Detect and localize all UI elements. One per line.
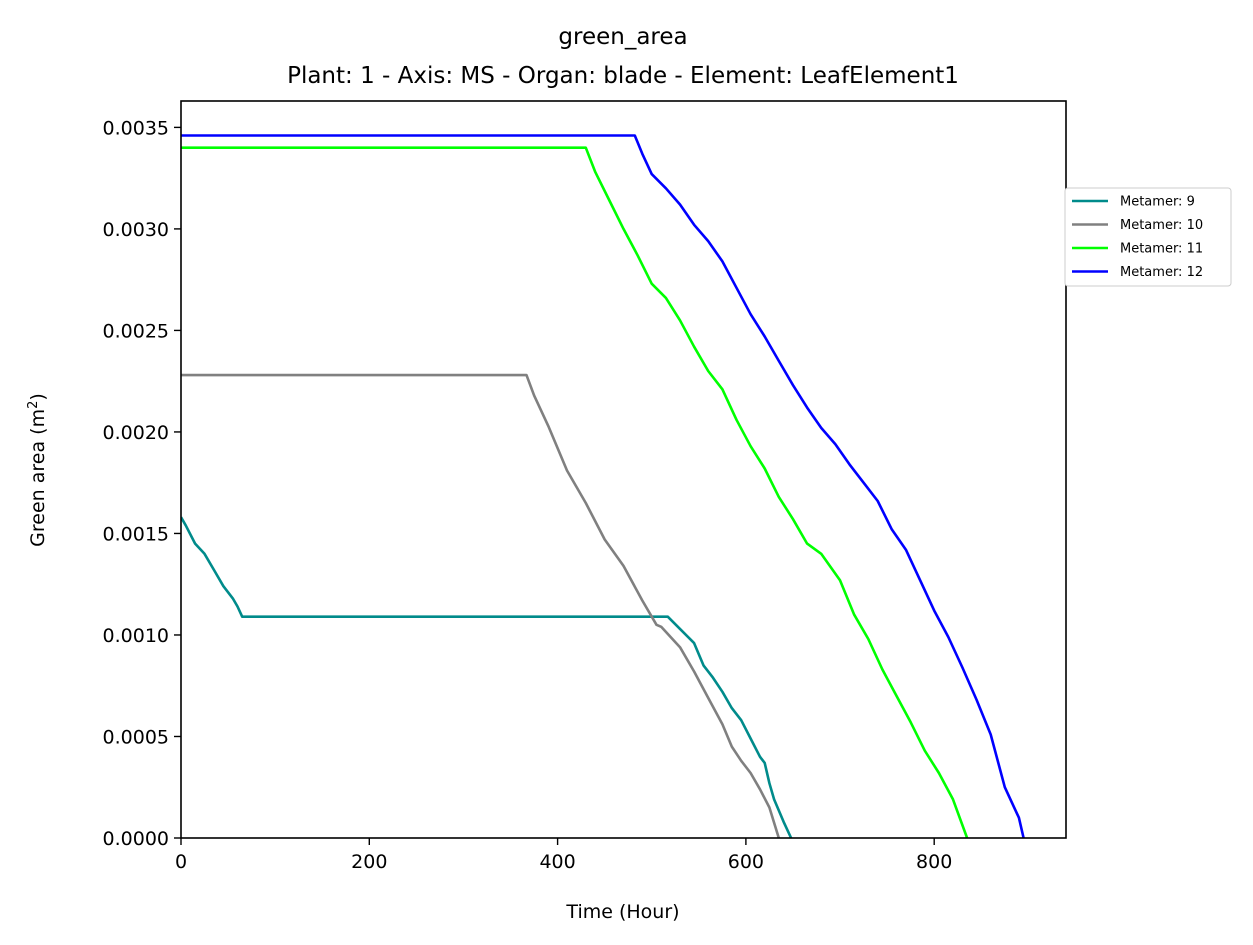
y-axis-label: Green area (m2) [26,393,49,547]
y-tick-label: 0.0020 [103,422,169,444]
legend-label: Metamer: 10 [1120,218,1203,233]
legend-label: Metamer: 12 [1120,265,1203,280]
y-axis: 0.0000 0.0005 0.0010 0.0015 0.0020 0.0025 0.00… [103,117,181,850]
legend-frame [1064,187,1232,287]
x-axis-label: Time (Hour) [565,901,679,923]
x-tick-label: 0 [175,851,187,873]
y-axis-label-superscript: 2 [26,401,41,409]
y-axis-label-text: Green area (m [27,409,49,547]
x-tick-label: 200 [351,851,387,873]
x-axis: 0 200 400 600 800 [175,838,952,873]
series-line-2 [181,373,781,838]
chart-title: green_area [558,24,687,50]
series-line-1 [181,516,793,838]
y-tick-label: 0.0025 [103,320,169,342]
series-line-3 [181,146,969,838]
y-axis-label-end: ) [27,393,49,400]
y-tick-label: 0.0035 [103,117,169,139]
series-layer [181,134,1025,838]
legend: Metamer: 9 Metamer: 10 Metamer: 11 Metamer:… [1064,187,1232,287]
y-tick-label: 0.0030 [103,219,169,241]
series-line-4 [181,134,1025,838]
legend-label: Metamer: 11 [1120,242,1203,257]
y-tick-label: 0.0015 [103,523,169,545]
legend-label: Metamer: 9 [1120,195,1195,210]
chart-subtitle: Plant: 1 - Axis: MS - Organ: blade - Ele… [287,63,959,89]
y-tick-label: 0.0010 [103,625,169,647]
plot-frame [180,100,1067,839]
x-tick-label: 400 [539,851,575,873]
x-tick-label: 600 [728,851,764,873]
x-tick-label: 800 [916,851,952,873]
y-tick-label: 0.0005 [103,726,169,748]
y-tick-label: 0.0000 [103,828,169,850]
